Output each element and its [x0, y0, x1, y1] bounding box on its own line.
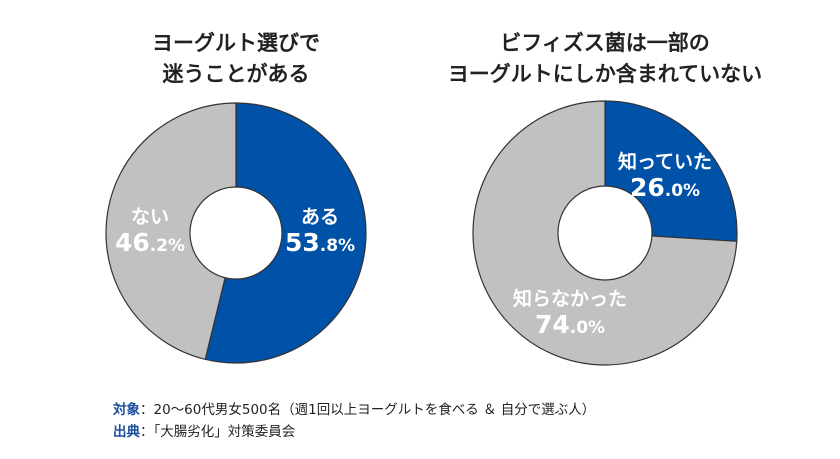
footnote-source: 出典：「大腸劣化」対策委員会: [113, 421, 595, 443]
chart-1-slice-1: [204, 102, 367, 364]
slice-value: 74.0%: [534, 309, 606, 339]
chart-2-title-line-1: ビフィズス菌は一部の: [500, 31, 710, 55]
chart-2-title-line-2: ヨーグルトにしか含まれていない: [447, 62, 763, 86]
slice-label: 知っていた: [617, 151, 713, 173]
chart-1-title-line-2: 迷うことがある: [162, 62, 310, 86]
chart-2-label-didnt-know: 知らなかった 74.0%: [500, 288, 640, 340]
chart-1-donut-hole: [189, 186, 283, 280]
slice-label: ない: [130, 206, 169, 228]
chart-2-title: ビフィズス菌は一部の ヨーグルトにしか含まれていない: [405, 28, 805, 90]
footnote-key: 出典: [113, 424, 140, 440]
footnote-target: 対象：20〜60代男女500名（週1回以上ヨーグルトを食べる ＆ 自分で選ぶ人）: [113, 399, 595, 421]
footnote-text: ：「大腸劣化」対策委員会: [140, 424, 296, 440]
chart-1-label-nai: ない 46.2%: [100, 206, 200, 258]
chart-1-title: ヨーグルト選びで 迷うことがある: [36, 28, 436, 90]
slice-value: 53.8%: [284, 227, 356, 257]
chart-1-title-line-1: ヨーグルト選びで: [152, 31, 320, 55]
chart-2-label-knew: 知っていた 26.0%: [595, 151, 735, 203]
chart-1-label-aru: ある 53.8%: [270, 206, 370, 258]
chart-2-donut-hole: [557, 185, 653, 281]
footnote-text: ：20〜60代男女500名（週1回以上ヨーグルトを食べる ＆ 自分で選ぶ人）: [140, 402, 596, 418]
slice-value: 26.0%: [629, 172, 701, 202]
footnote-key: 対象: [113, 402, 140, 418]
slice-value: 46.2%: [114, 227, 186, 257]
slice-label: ある: [300, 206, 339, 228]
slice-label: 知らなかった: [512, 288, 627, 310]
footnotes: 対象：20〜60代男女500名（週1回以上ヨーグルトを食べる ＆ 自分で選ぶ人）…: [113, 399, 595, 443]
chart-1-slice-2: [105, 102, 237, 361]
